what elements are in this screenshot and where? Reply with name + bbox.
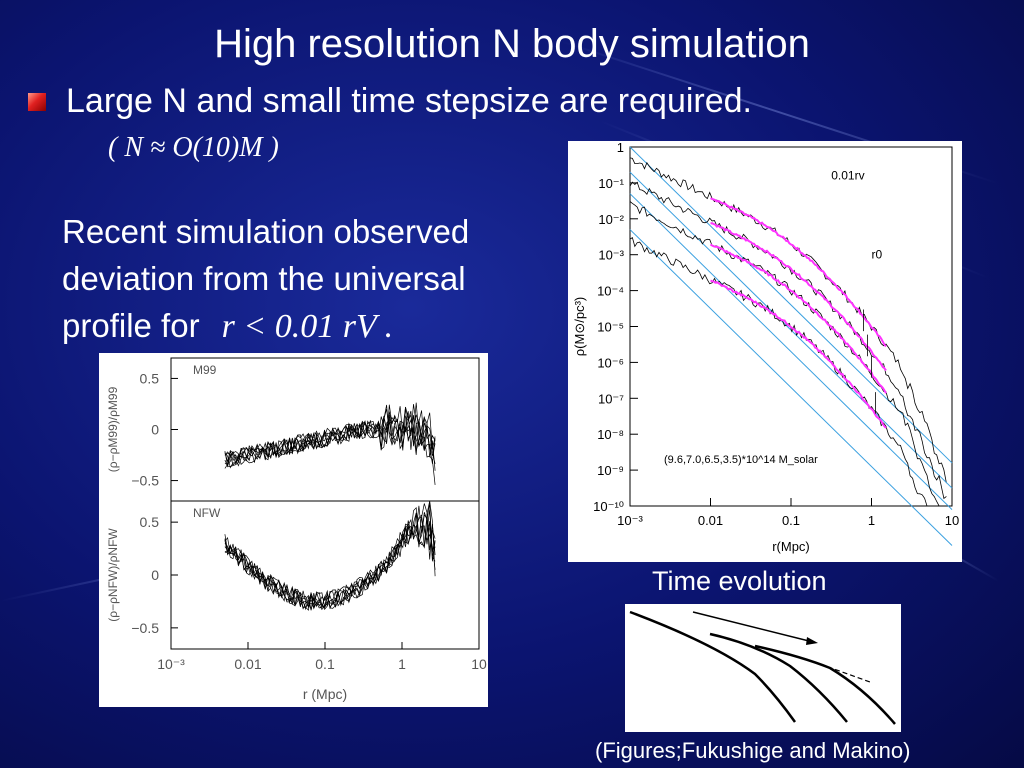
y-axis-label: ρ(M⊙/pc³) xyxy=(572,297,587,356)
annotation-label: r0 xyxy=(872,247,883,261)
body-line: profile for r < 0.01 rV . xyxy=(62,302,469,350)
y-axis-label: (ρ−ρNFW)/ρNFW xyxy=(106,528,120,622)
resolved-density-curve xyxy=(710,222,887,372)
density-profile-chart: 10⁻³ 0.01 0.1 1 10 1 10⁻¹ 10⁻² 10⁻³ 10⁻⁴ 10⁻⁵ 10⁻⁶ 1… xyxy=(568,140,962,562)
x-tick-label: 0.01 xyxy=(234,656,261,672)
residual-svg: M99 0.5 0 −0.5 (ρ−ρM99)/ρM99 NFW 0.5 0 −0.5 (ρ−ρN… xyxy=(106,357,487,702)
y-tick-label: 10⁻¹⁰ xyxy=(593,499,624,514)
residual-curve xyxy=(224,402,436,467)
y-tick-label: 10⁻⁷ xyxy=(598,391,624,406)
arrow-head-icon xyxy=(806,637,818,645)
bullet-square-icon xyxy=(28,92,46,111)
resolved-density-curve xyxy=(709,243,887,394)
y-tick-label: 10⁻⁴ xyxy=(597,284,624,299)
x-tick-label: 10⁻³ xyxy=(157,656,185,672)
bullet-item: Large N and small time stepsize are requ… xyxy=(28,82,752,121)
x-tick-label: 0.01 xyxy=(698,513,723,528)
resolved-density-curve xyxy=(710,279,887,429)
y-tick-label: 0 xyxy=(151,567,159,583)
y-tick-label: 0 xyxy=(151,422,159,438)
extrapolation-dashed-line xyxy=(819,663,871,683)
reference-line xyxy=(629,229,953,546)
panel-label: M99 xyxy=(193,363,217,377)
slide-title: High resolution N body simulation xyxy=(214,22,810,66)
density-curve xyxy=(629,181,947,500)
radius-condition: r < 0.01 rV . xyxy=(221,308,394,345)
x-tick-label: 10 xyxy=(471,656,487,672)
time-evolution-svg xyxy=(629,610,896,725)
residual-curve xyxy=(224,404,436,468)
y-tick-label: 10⁻⁶ xyxy=(597,355,624,370)
y-tick-label: 10⁻⁹ xyxy=(597,463,624,478)
evolution-curve xyxy=(709,632,848,723)
y-tick-label: 10⁻¹ xyxy=(598,176,624,191)
resolved-density-curve xyxy=(710,197,887,348)
y-tick-label: −0.5 xyxy=(131,620,159,636)
body-line-prefix: profile for xyxy=(62,307,200,344)
annotation-label: 0.01rv xyxy=(831,168,864,182)
y-tick-label: 10⁻³ xyxy=(598,248,624,263)
time-evolution-diagram xyxy=(625,604,901,732)
y-tick-label: −0.5 xyxy=(131,473,159,489)
time-evolution-caption: Time evolution xyxy=(652,566,827,596)
panel-frame xyxy=(170,357,480,502)
time-arrow xyxy=(692,611,814,643)
residual-curve xyxy=(224,503,436,611)
x-tick-label: 0.1 xyxy=(315,656,335,672)
residual-curve xyxy=(224,513,436,611)
reference-line xyxy=(629,193,953,510)
residual-curve xyxy=(224,408,436,485)
figure-credit: (Figures;Fukushige and Makino) xyxy=(595,738,911,763)
bullet-text: Large N and small time stepsize are requ… xyxy=(66,82,752,120)
y-tick-label: 10⁻⁵ xyxy=(597,320,624,335)
x-tick-label: 0.1 xyxy=(782,513,800,528)
x-axis-label: r(Mpc) xyxy=(772,539,810,554)
particle-count-formula: ( N ≈ O(10)M ) xyxy=(108,132,279,163)
y-tick-label: 0.5 xyxy=(140,514,160,530)
y-tick-label: 1 xyxy=(617,141,624,155)
residual-curve xyxy=(224,416,436,466)
x-axis-label: r (Mpc) xyxy=(303,686,347,702)
evolution-curve xyxy=(629,610,797,723)
y-tick-label: 10⁻² xyxy=(598,212,624,227)
y-tick-label: 0.5 xyxy=(140,370,160,386)
residual-chart: M99 0.5 0 −0.5 (ρ−ρM99)/ρM99 NFW 0.5 0 −0.5 (ρ−ρN… xyxy=(99,353,488,707)
y-tick-label: 10⁻⁸ xyxy=(597,427,624,442)
body-text: Recent simulation observed deviation fro… xyxy=(62,208,469,350)
body-line: Recent simulation observed xyxy=(62,213,470,250)
residual-curve xyxy=(224,516,436,611)
annotation-label: (9.6,7.0,6.5,3.5)*10^14 M_solar xyxy=(664,454,818,466)
panel-label: NFW xyxy=(193,506,221,520)
residual-curve xyxy=(224,404,436,466)
x-tick-label: 10 xyxy=(945,513,959,528)
density-curve xyxy=(629,201,947,507)
x-tick-label: 1 xyxy=(398,656,406,672)
body-line: deviation from the universal xyxy=(62,260,466,297)
y-axis-label: (ρ−ρM99)/ρM99 xyxy=(106,386,120,472)
x-tick-label: 10⁻³ xyxy=(617,513,643,528)
density-profile-svg: 10⁻³ 0.01 0.1 1 10 1 10⁻¹ 10⁻² 10⁻³ 10⁻⁴ 10⁻⁵ 10⁻⁶ 1… xyxy=(572,140,959,554)
residual-curve xyxy=(224,512,436,609)
x-tick-label: 1 xyxy=(868,513,875,528)
